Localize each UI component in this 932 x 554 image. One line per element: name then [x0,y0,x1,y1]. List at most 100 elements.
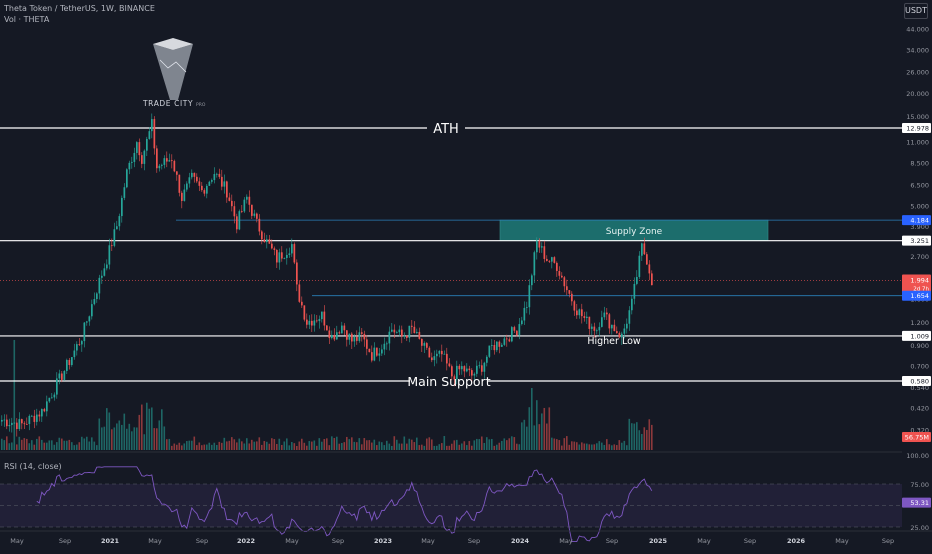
volume-bar [66,440,68,450]
currency-button[interactable]: USDT [904,3,928,19]
volume-bar [473,440,476,450]
volume-bar [113,427,116,450]
volume-bar [306,445,308,450]
candle [576,310,578,316]
time-tick-label: 2024 [511,537,530,545]
volume-bar [451,443,453,450]
candle [418,331,421,339]
volume-bar [381,442,383,450]
candle [38,414,41,417]
candle [258,218,261,232]
volume-bar [321,441,323,450]
volume-bar [641,433,643,450]
time-tick-label: Sep [744,537,756,545]
volume-bar [523,419,526,450]
volume-bar [361,444,363,450]
volume-bar [466,445,468,450]
candle [631,298,633,311]
candle [108,245,111,265]
volume-bar [293,443,296,450]
candle [93,299,96,305]
candle [586,316,588,318]
price-tick-label: 34.000 [906,47,929,55]
volume-bar [636,422,638,450]
volume-bar [13,340,16,450]
candle [508,339,511,342]
candle [313,320,316,326]
volume-bar [61,438,63,450]
candle [163,158,166,165]
rsi-value-badge-bg [902,497,931,508]
volume-bar [151,407,153,450]
volume-bar [558,440,561,450]
candle [493,345,496,351]
volume-bar [23,438,26,450]
candle [173,160,176,172]
candle [593,326,596,331]
symbol-title[interactable]: Theta Token / TetherUS, 1W, BINANCE [4,4,155,13]
rsi-indicator-label[interactable]: RSI (14, close) [4,462,62,471]
volume-bar [6,436,8,450]
candle [488,345,491,357]
candle [553,257,556,263]
volume-bar [213,442,216,450]
volume-bar [483,442,486,450]
price-tick-label: 1.200 [910,319,929,327]
price-tick-label: 5.000 [910,203,929,211]
volume-bar [413,442,416,450]
higher-low-label: Higher Low [587,336,641,347]
candle [501,344,503,347]
candle [248,196,251,205]
candle [268,239,271,244]
candle [43,409,46,412]
volume-bar [168,438,171,450]
candle [336,332,338,340]
time-tick-label: 2023 [374,537,392,545]
volume-bar [78,442,81,450]
ath-price-badge: 12.978 [906,125,929,133]
volume-bar [76,444,78,450]
volume-bar [148,408,151,450]
candle [633,283,636,299]
candle [23,423,26,425]
candle [383,343,386,350]
volume-indicator-label[interactable]: Vol · THETA [4,15,50,24]
candle [66,359,68,371]
volume-bar [43,442,46,450]
volume-bar [576,442,578,450]
volume-bar [221,442,223,450]
volume-bar [603,444,606,450]
candle [363,333,366,340]
candle [168,160,171,162]
volume-bar [628,418,631,450]
price-axis: 44.000 34.000 26.000 20.000 15.000 11.000 8.50… [902,0,932,550]
volume-bar [41,439,43,450]
candle [101,275,103,278]
volume-bar [638,430,641,450]
volume-bar [486,437,488,450]
candle [606,312,608,315]
volume-bar [63,440,66,450]
candle [98,277,101,294]
rsi-value-badge: 53.31 [910,499,929,507]
candle [83,322,86,342]
volume-bar [198,442,201,450]
volume-bar [608,444,611,450]
volume-bar [338,443,341,450]
volume-bar [578,444,581,450]
volume-bar [571,441,573,450]
candle [26,423,28,425]
candle [411,325,413,327]
volume-bar [316,445,318,450]
volume-bar [18,436,21,450]
candle [548,260,551,262]
candle [516,330,518,336]
candle [206,185,208,194]
candle [596,330,598,332]
candle [371,352,373,361]
volume-bar [68,439,71,450]
volume-bar [228,440,231,450]
volume-bar [531,388,533,450]
